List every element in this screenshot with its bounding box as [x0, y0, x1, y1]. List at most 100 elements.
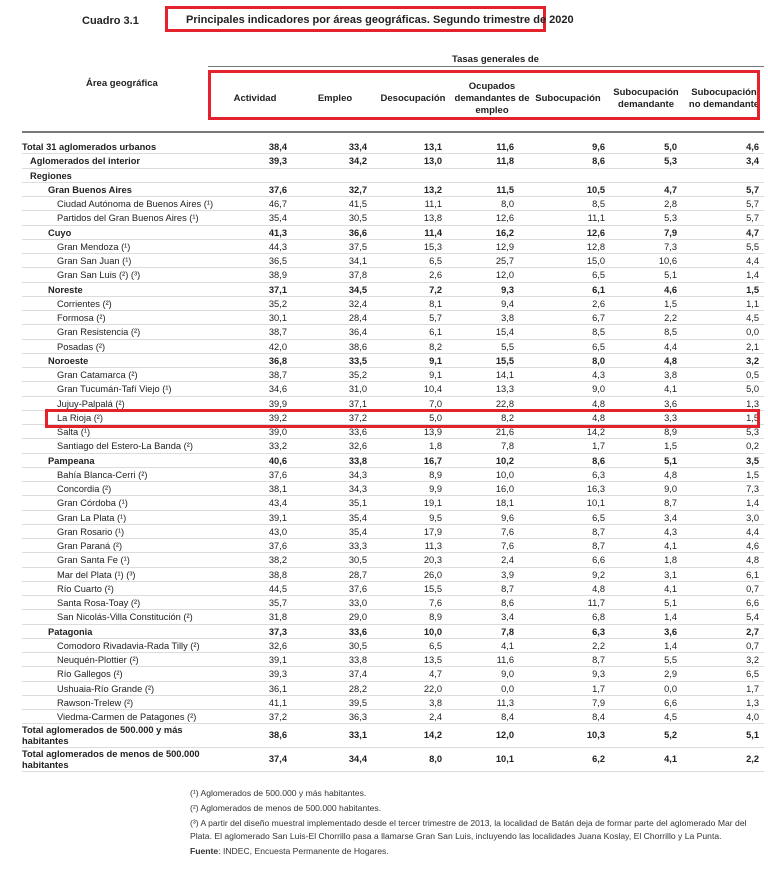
table-row: Río Cuarto (²) 44,5 37,6 15,5 8,7 4,8 4,1 0,7 [22, 582, 764, 596]
cell-value: 6,6 [664, 697, 677, 708]
cell-value: 8,7 [592, 541, 605, 551]
cell-value: 28,7 [348, 569, 367, 580]
cell-value: 1,4 [664, 612, 677, 623]
row-label: Bahía Blanca-Cerri (²) [57, 469, 148, 480]
table-row: Regiones [22, 169, 764, 183]
cell-value: 38,6 [348, 341, 367, 352]
cell-value: 9,0 [592, 384, 605, 395]
row-label: Santiago del Estero-La Banda (²) [57, 441, 193, 452]
cell-value: 38,7 [268, 327, 287, 338]
table-row: Mar del Plata (¹) (³) 38,8 28,7 26,0 3,9 9,2 3… [22, 568, 764, 582]
table-row: Total aglomerados de menos de 500.000 ha… [22, 748, 764, 773]
cell-value: 22,8 [495, 398, 514, 409]
cell-value: 13,1 [423, 142, 442, 152]
table-row: Corrientes (²) 35,2 32,4 8,1 9,4 2,6 1,5 1,1 [22, 297, 764, 311]
row-label: Patagonia [48, 626, 93, 637]
cell-value: 26,0 [423, 569, 442, 580]
cell-value: 4,5 [746, 313, 759, 323]
cell-value: 36,5 [268, 256, 287, 266]
cell-value: 33,6 [348, 626, 367, 637]
data-table: Total 31 aglomerados urbanos 38,4 33,4 13,1… [22, 140, 764, 773]
cell-value: 4,8 [592, 412, 605, 423]
table-row: Río Gallegos (²) 39,3 37,4 4,7 9,0 9,3 2,9 6,5 [22, 667, 764, 682]
cell-value: 10,6 [658, 256, 677, 266]
cell-value: 39,9 [268, 398, 287, 409]
cell-value: 8,4 [592, 712, 605, 722]
cell-value: 5,0 [664, 142, 677, 152]
cell-value: 7,8 [501, 626, 514, 637]
cell-value: 41,1 [268, 697, 287, 708]
cell-value: 9,0 [501, 669, 514, 680]
cell-value: 4,7 [429, 669, 442, 680]
cell-value: 6,1 [429, 327, 442, 338]
cell-value: 6,1 [746, 569, 759, 580]
cell-value: 7,9 [592, 697, 605, 708]
row-label: Noreste [48, 284, 83, 295]
cell-value: 37,2 [268, 712, 287, 722]
table-row: Salta (¹) 39,0 33,6 13,9 21,6 14,2 8,9 5,3 [22, 425, 764, 440]
cell-value: 4,1 [664, 583, 677, 594]
cell-value: 12,0 [495, 270, 514, 281]
cell-value: 2,2 [746, 754, 759, 765]
cell-value: 37,1 [348, 398, 367, 409]
row-label: Regiones [30, 170, 72, 181]
cell-value: 32,6 [268, 640, 287, 651]
cell-value: 38,6 [268, 730, 287, 741]
cell-value: 33,1 [348, 730, 367, 741]
row-label: Jujuy-Palpalá (²) [57, 398, 125, 409]
cell-value: 39,2 [268, 412, 287, 423]
cell-value: 7,3 [746, 484, 759, 494]
row-label: Gran La Plata (¹) [57, 512, 127, 523]
cell-value: 6,5 [592, 512, 605, 523]
cell-value: 12,6 [586, 227, 605, 238]
row-label: Neuquén-Plottier (²) [57, 655, 139, 665]
row-label: Total aglomerados de menos de 500.000 ha… [22, 749, 200, 771]
cell-value: 4,8 [664, 355, 677, 366]
cell-value: 37,1 [268, 284, 287, 295]
cell-value: 1,4 [746, 270, 759, 281]
cell-value: 35,4 [348, 526, 367, 537]
table-row: Total 31 aglomerados urbanos 38,4 33,4 13,1… [22, 140, 764, 155]
column-header-actividad: Actividad [233, 93, 277, 104]
cell-value: 7,9 [664, 227, 677, 238]
cell-value: 12,9 [495, 241, 514, 252]
cell-value: 37,4 [268, 754, 287, 765]
row-label: La Rioja (²) [57, 412, 103, 423]
cell-value: 2,4 [501, 555, 514, 566]
cell-value: 5,0 [746, 384, 759, 395]
cell-value: 2,6 [592, 298, 605, 309]
row-label: Santa Rosa-Toay (²) [57, 598, 141, 608]
cell-value: 30,5 [348, 640, 367, 651]
cell-value: 6,1 [592, 284, 605, 295]
cell-value: 0,5 [746, 370, 759, 380]
table-row: Partidos del Gran Buenos Aires (¹) 35,4 30… [22, 211, 764, 226]
row-label: Corrientes (²) [57, 298, 112, 309]
row-label: Gran San Luis (²) (³) [57, 270, 141, 281]
row-label: Gran Buenos Aires [48, 184, 132, 195]
table-row: Santa Rosa-Toay (²) 35,7 33,0 7,6 8,6 11,7 5,1… [22, 596, 764, 611]
cell-value: 8,5 [592, 327, 605, 338]
cell-value: 20,3 [423, 555, 442, 566]
cell-value: 0,2 [746, 441, 759, 452]
cell-value: 40,6 [268, 455, 287, 466]
cell-value: 36,6 [348, 227, 367, 238]
cell-value: 16,7 [423, 455, 442, 466]
cell-value: 4,5 [664, 712, 677, 722]
table-number: Cuadro 3.1 [82, 15, 139, 27]
cell-value: 35,1 [348, 498, 367, 509]
cell-value: 4,4 [746, 256, 759, 266]
table-row: Noroeste 36,8 33,5 9,1 15,5 8,0 4,8 3,2 [22, 354, 764, 368]
cell-value: 13,0 [423, 156, 442, 167]
row-label: Pampeana [48, 455, 95, 466]
group-header: Tasas generales de [452, 54, 539, 65]
cell-value: 36,1 [268, 683, 287, 694]
table-row: Gran Mendoza (¹) 44,3 37,5 15,3 12,9 12,8 7,3 5… [22, 240, 764, 254]
cell-value: 13,5 [423, 655, 442, 665]
cell-value: 3,8 [664, 370, 677, 380]
cell-value: 7,6 [501, 541, 514, 551]
cell-value: 34,6 [268, 384, 287, 395]
cell-value: 37,3 [268, 626, 287, 637]
cell-value: 3,6 [664, 626, 677, 637]
cell-value: 3,3 [664, 412, 677, 423]
cell-value: 41,3 [268, 227, 287, 238]
